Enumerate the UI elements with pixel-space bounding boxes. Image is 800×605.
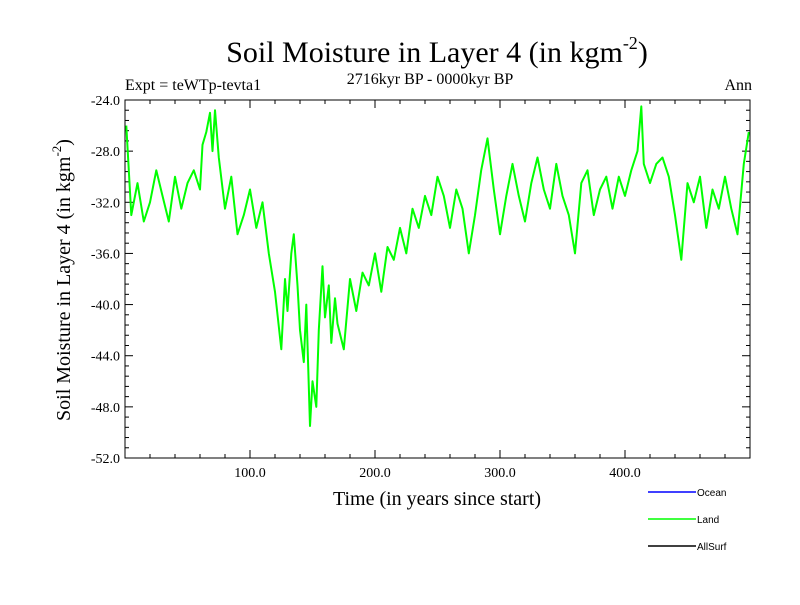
y-tick-label: -24.0: [91, 94, 120, 109]
title-close: ): [638, 36, 648, 69]
x-axis-label: Time (in years since start): [333, 488, 541, 510]
legend-label-land: Land: [697, 515, 719, 526]
legend-label-ocean: Ocean: [697, 488, 726, 499]
experiment-label: Expt = teWTp-tevta1: [125, 77, 261, 94]
season-label: Ann: [724, 77, 752, 94]
legend: Ocean Land AllSurf: [648, 488, 727, 553]
plot-frame: [124, 99, 751, 459]
axis-ticks: 100.0 200.0 300.0 400.0 -24.0 -28.0 -32.0 -36.0…: [91, 94, 750, 481]
ylabel-superscript: -2: [49, 146, 64, 157]
y-tick-label: -36.0: [91, 247, 120, 262]
series-line-land: [125, 105, 750, 427]
ylabel-close: ): [53, 139, 75, 146]
title-superscript: -2: [623, 33, 638, 53]
x-tick-label: 200.0: [359, 466, 391, 481]
chart-title: Soil Moisture in Layer 4 (in kgm-2): [226, 33, 648, 69]
y-tick-label: -28.0: [91, 145, 120, 160]
series-layer: [125, 105, 750, 427]
y-tick-label: -32.0: [91, 196, 120, 211]
legend-label-allsurf: AllSurf: [697, 542, 727, 553]
y-tick-label: -48.0: [91, 401, 120, 416]
ylabel-main: Soil Moisture in Layer 4 (in kgm: [53, 156, 75, 421]
x-tick-label: 300.0: [484, 466, 516, 481]
y-tick-label: -52.0: [91, 452, 120, 467]
x-tick-label: 400.0: [609, 466, 641, 481]
y-tick-label: -40.0: [91, 299, 120, 314]
y-tick-label: -44.0: [91, 350, 120, 365]
x-tick-label: 100.0: [234, 466, 266, 481]
title-main: Soil Moisture in Layer 4 (in kgm: [226, 36, 623, 69]
period-subtitle: 2716kyr BP - 0000kyr BP: [347, 71, 514, 88]
y-axis-label: Soil Moisture in Layer 4 (in kgm-2): [49, 139, 75, 421]
